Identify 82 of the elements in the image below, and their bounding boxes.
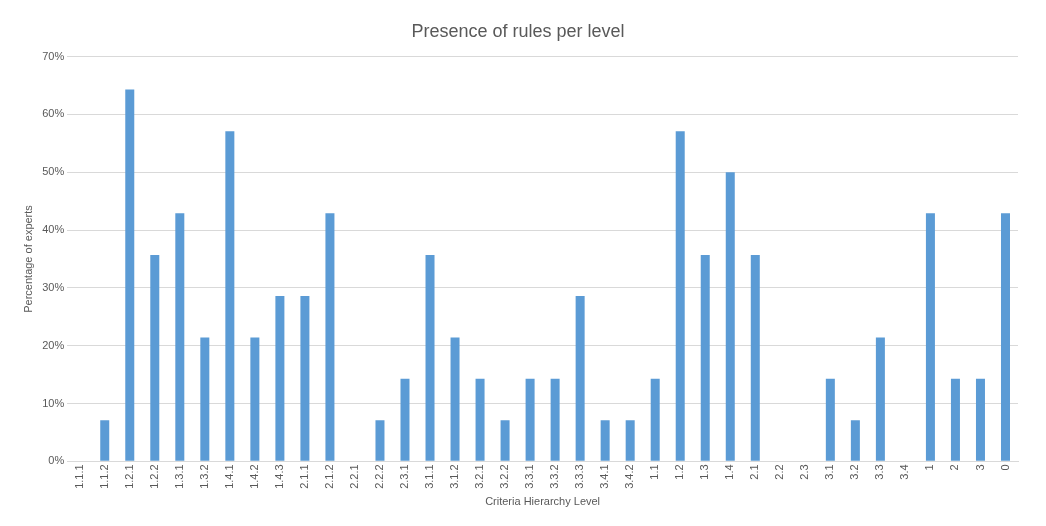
y-tick-label: 50% [42, 165, 65, 178]
x-tick-label: 2.1 [748, 464, 761, 480]
bar [400, 378, 410, 461]
bar [500, 420, 510, 461]
x-tick-label: 1.3.1 [172, 464, 185, 489]
bar [975, 378, 985, 461]
x-tick-label: 3.4.1 [598, 464, 611, 489]
x-tick-label: 1 [923, 464, 936, 471]
x-tick-label: 1.2.2 [147, 464, 160, 489]
x-tick-label: 3.1 [823, 464, 836, 480]
bar [575, 295, 585, 461]
bar [225, 131, 235, 461]
bar [125, 89, 135, 461]
bar [475, 378, 485, 461]
bar [525, 378, 535, 461]
x-tick-label: 2.3 [798, 464, 811, 480]
x-tick-label: 3.2.2 [498, 464, 511, 489]
x-tick-label: 3.4.2 [623, 464, 636, 489]
x-tick-label: 1.2 [673, 464, 686, 480]
bar [675, 131, 685, 461]
x-tick-label: 3.2.1 [473, 464, 486, 489]
x-tick-label: 1.1.1 [72, 464, 85, 489]
bar [300, 295, 310, 461]
bar [875, 337, 885, 461]
bar [250, 337, 260, 461]
bar [650, 378, 660, 461]
bar [100, 420, 110, 461]
x-tick-label: 1.2.1 [122, 464, 135, 489]
bar [925, 213, 935, 461]
x-tick-label: 0 [998, 464, 1011, 471]
x-tick-label: 3.3.2 [548, 464, 561, 489]
bar [825, 378, 835, 461]
y-tick-label: 0% [48, 454, 65, 467]
bar [600, 420, 610, 461]
bar [950, 378, 960, 461]
x-tick-label: 3.3.3 [573, 464, 586, 489]
x-tick-label: 3 [973, 464, 986, 471]
bar [700, 254, 710, 461]
x-tick-label: 3.4 [898, 464, 911, 480]
bar [425, 254, 435, 461]
y-tick-label: 20% [42, 338, 65, 351]
y-tick-label: 30% [42, 280, 65, 293]
x-tick-label: 1.4.3 [272, 464, 285, 489]
x-tick-label: 3.1.2 [448, 464, 461, 489]
x-tick-label: 1.1 [648, 464, 661, 480]
x-tick-label: 3.1.1 [423, 464, 436, 489]
x-tick-label: 3.2 [848, 464, 861, 480]
chart-title: Presence of rules per level [411, 20, 625, 41]
x-tick-label: 2.2 [773, 464, 786, 480]
bar [150, 254, 160, 461]
bar [550, 378, 560, 461]
y-tick-label: 10% [42, 396, 65, 409]
x-tick-label: 3.3 [873, 464, 886, 480]
bar [275, 295, 285, 461]
bar [325, 213, 335, 461]
x-tick-label: 1.1.2 [97, 464, 110, 489]
x-tick-label: 2.2.2 [373, 464, 386, 489]
x-tick-label: 1.4 [723, 464, 736, 480]
bar [850, 420, 860, 461]
bar [175, 213, 185, 461]
x-tick-label: 1.4.2 [247, 464, 260, 489]
y-tick-label: 40% [42, 223, 65, 236]
x-tick-label: 2.1.1 [297, 464, 310, 489]
bar [450, 337, 460, 461]
bar [725, 172, 735, 461]
x-tick-label: 2.3.1 [398, 464, 411, 489]
y-tick-label: 70% [42, 49, 65, 62]
x-tick-label: 2.1.2 [322, 464, 335, 489]
y-axis-title: Percentage of experts [21, 204, 34, 313]
x-tick-label: 3.3.1 [523, 464, 536, 489]
x-tick-label: 1.4.1 [222, 464, 235, 489]
y-tick-label: 60% [42, 107, 65, 120]
bar [625, 420, 635, 461]
bar [1000, 213, 1010, 461]
x-tick-label: 1.3.2 [197, 464, 210, 489]
bar [750, 254, 760, 461]
x-tick-label: 2 [948, 464, 961, 471]
x-tick-label: 1.3 [698, 464, 711, 480]
bar [200, 337, 210, 461]
x-axis-title: Criteria Hierarchy Level [485, 495, 601, 508]
x-tick-label: 2.2.1 [347, 464, 360, 489]
bar [375, 420, 385, 461]
